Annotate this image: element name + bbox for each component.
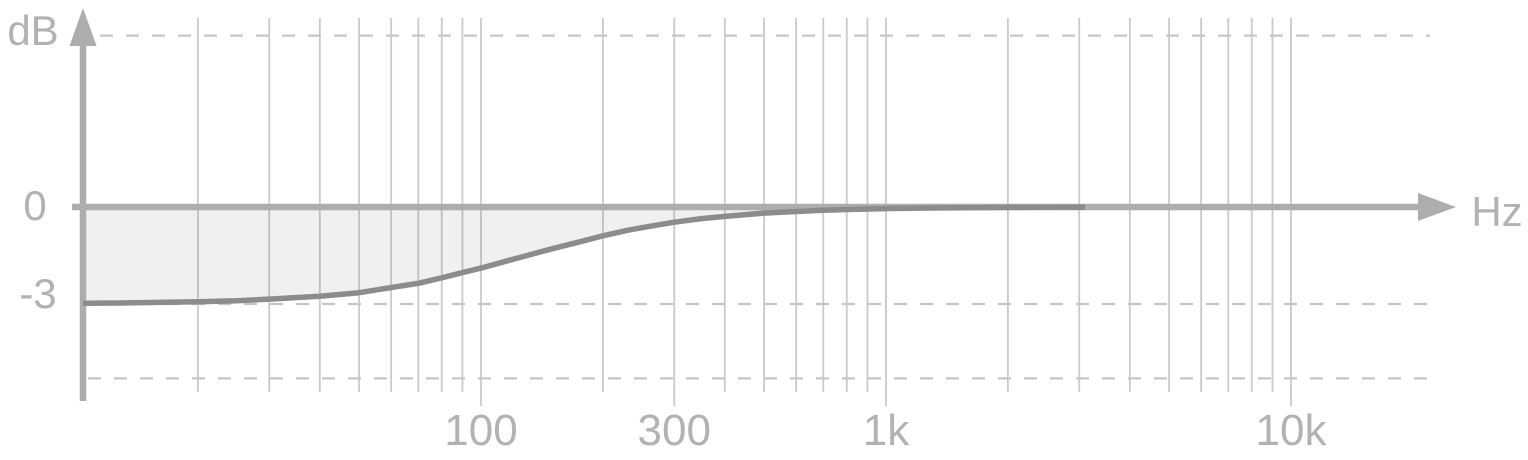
x-axis-unit-label: Hz [1471, 188, 1523, 235]
reference-lines-layer [88, 34, 1430, 380]
x-tick-label-10k: 10k [1255, 406, 1327, 455]
x-tick-label-1k: 1k [862, 406, 910, 455]
y-tick-label-0: 0 [23, 182, 47, 229]
y-axis [69, 8, 97, 401]
x-axis [72, 193, 1456, 221]
y-axis-unit-label: dB [7, 7, 59, 54]
x-tick-label-100: 100 [444, 406, 518, 455]
y-axis-arrowhead [69, 8, 97, 46]
area-fill [82, 207, 1085, 304]
y-tick-label-minus3: -3 [19, 269, 57, 317]
response-curve [82, 204, 1086, 307]
x-tick-label-300: 300 [637, 406, 711, 455]
x-axis-arrowhead [1418, 193, 1456, 221]
